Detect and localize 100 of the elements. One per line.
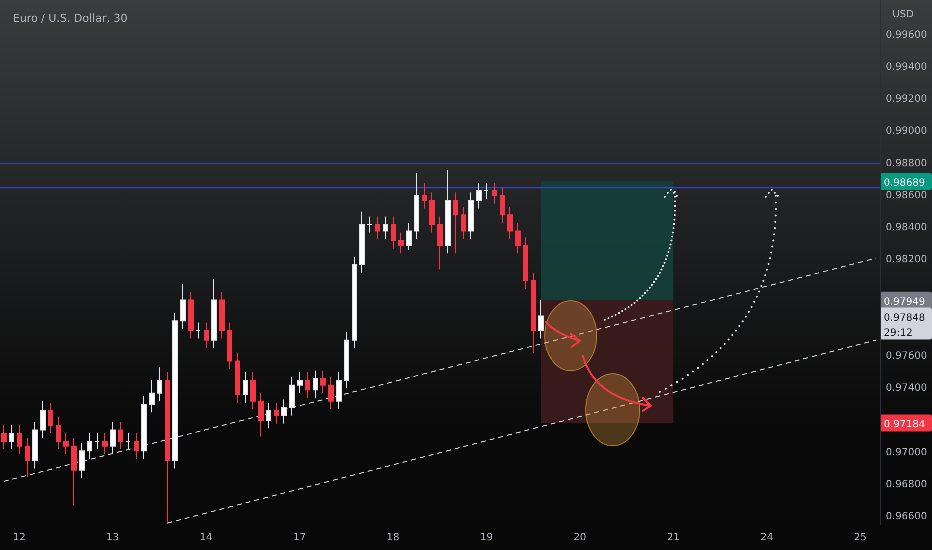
candlestick [453, 192, 458, 254]
candlestick [383, 216, 388, 240]
y-tick-label: 0.99600 [886, 30, 928, 41]
x-tick-label: 12 [13, 532, 26, 544]
candlestick [500, 187, 505, 224]
candlestick [165, 372, 170, 524]
candlestick [149, 380, 155, 414]
candlestick [437, 216, 443, 270]
x-tick-label: 18 [386, 532, 400, 544]
candlestick [305, 372, 310, 399]
candlestick [9, 424, 14, 450]
candlestick [118, 422, 123, 450]
y-tick-label: 0.99200 [886, 94, 928, 106]
candlestick [445, 170, 451, 254]
y-tick-label: 0.98600 [886, 190, 928, 202]
candlestick [87, 432, 92, 460]
y-tick-label: 0.98200 [886, 254, 928, 266]
candlestick [243, 372, 248, 404]
candlestick [17, 424, 22, 455]
text: 0.98689 [884, 178, 926, 190]
candlestick [492, 182, 497, 204]
candlestick [313, 370, 318, 399]
candlestick [32, 422, 38, 470]
candlestick [79, 442, 85, 479]
candlestick [352, 256, 357, 349]
candlestick [398, 232, 404, 254]
candlestick [406, 222, 412, 251]
candlestick [297, 372, 303, 394]
candlestick [188, 292, 194, 340]
text: 29:12 [884, 328, 913, 339]
candlestick [461, 206, 466, 240]
text: 0.97184 [884, 420, 926, 431]
candlestick [258, 392, 264, 438]
candlestick [507, 206, 513, 240]
candlestick [134, 432, 139, 460]
candlestick [204, 322, 209, 349]
candlestick [538, 300, 544, 340]
x-tick-label: 20 [574, 532, 587, 544]
candlestick [25, 438, 30, 478]
candlestick [523, 237, 528, 290]
candlestick [63, 432, 69, 455]
candlestick [429, 192, 435, 234]
candlestick [56, 416, 61, 450]
y-tick-label: 0.98400 [886, 222, 928, 234]
candlestick [211, 278, 217, 349]
candlestick [250, 372, 256, 410]
y-tick-label: 0.96800 [886, 479, 928, 490]
candlestick [359, 211, 365, 274]
candlestick [414, 172, 419, 240]
x-tick-label: 24 [760, 532, 774, 544]
candlestick [141, 396, 147, 460]
candlestick [484, 182, 489, 200]
candlestick [391, 216, 396, 250]
candlestick [274, 402, 279, 424]
text: Euro / U.S. Dollar, 30 [13, 12, 128, 25]
y-axis-title: USD [892, 10, 914, 20]
x-tick-label: 14 [200, 532, 213, 544]
x-tick-label: 13 [106, 532, 120, 544]
candlestick [1, 424, 7, 450]
candlestick [266, 402, 271, 430]
candlestick [289, 376, 295, 416]
y-tick-label: 0.97600 [886, 350, 928, 362]
candlestick [328, 376, 334, 410]
x-tick-label: 25 [854, 532, 867, 544]
candlestick [336, 372, 342, 410]
x-tick-label: 21 [667, 532, 680, 544]
candlestick [71, 438, 77, 506]
candlestick [468, 192, 474, 240]
y-tick-label: 0.97400 [886, 383, 928, 394]
candlestick [180, 284, 186, 330]
candlestick [367, 216, 373, 234]
y-tick-label: 0.96600 [886, 511, 928, 522]
candlestick [219, 292, 225, 340]
candlestick [235, 352, 240, 404]
x-tick-label: 19 [480, 532, 494, 544]
candlestick [102, 432, 108, 455]
candlestick [531, 272, 536, 354]
candlestick [126, 432, 131, 450]
candlestick [48, 402, 53, 434]
candlestick [227, 322, 232, 370]
candlestick [515, 222, 521, 254]
y-tick-label: 0.99400 [886, 62, 928, 73]
candlestick [375, 216, 380, 240]
candlestick [281, 399, 287, 424]
candlestick [157, 367, 162, 402]
y-tick-label: 0.97000 [886, 447, 928, 458]
candlestick [344, 332, 349, 390]
y-tick-label: 0.98800 [886, 158, 928, 170]
y-tick-label: 0.99000 [886, 126, 928, 138]
candlestick [110, 422, 116, 455]
x-tick-label: 17 [293, 532, 306, 544]
candlestick [40, 400, 46, 439]
candlestick [320, 370, 326, 394]
text: 0.97848 [884, 312, 926, 324]
text: 0.97949 [884, 296, 926, 308]
candlestick [95, 432, 100, 450]
candlestick [196, 322, 201, 340]
candlestick [172, 312, 178, 470]
candlestick [422, 182, 427, 210]
candlestick [476, 182, 482, 210]
